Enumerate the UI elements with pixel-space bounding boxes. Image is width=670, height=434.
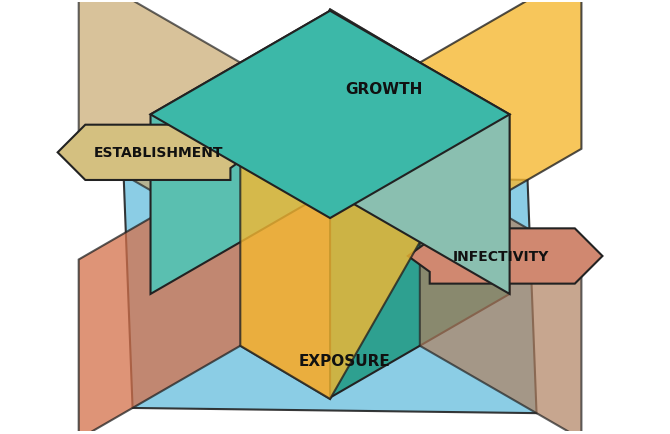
Text: ESTABLISHMENT: ESTABLISHMENT: [94, 146, 224, 160]
Text: GROWTH: GROWTH: [345, 82, 423, 97]
Polygon shape: [330, 12, 510, 294]
Polygon shape: [241, 0, 582, 399]
Text: INFECTIVITY: INFECTIVITY: [453, 250, 549, 263]
Polygon shape: [408, 229, 602, 284]
Polygon shape: [151, 12, 330, 294]
Text: EXPOSURE: EXPOSURE: [299, 353, 391, 368]
Polygon shape: [78, 10, 420, 434]
Polygon shape: [78, 0, 241, 243]
Polygon shape: [58, 125, 252, 181]
Polygon shape: [330, 115, 510, 398]
Polygon shape: [420, 167, 582, 434]
Polygon shape: [123, 175, 537, 413]
Polygon shape: [151, 12, 510, 219]
